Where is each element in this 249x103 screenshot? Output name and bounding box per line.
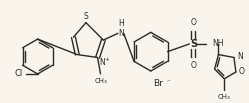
Text: O: O bbox=[239, 67, 245, 77]
Text: CH₃: CH₃ bbox=[95, 78, 108, 84]
Text: N: N bbox=[100, 58, 105, 67]
Text: NH: NH bbox=[213, 39, 224, 48]
Text: O: O bbox=[190, 61, 196, 70]
Text: Cl: Cl bbox=[15, 69, 23, 78]
Text: +: + bbox=[104, 57, 109, 61]
Text: H: H bbox=[118, 19, 124, 28]
Text: O: O bbox=[190, 18, 196, 27]
Text: Br: Br bbox=[154, 79, 163, 88]
Text: ⁻: ⁻ bbox=[166, 80, 170, 86]
Text: N: N bbox=[118, 29, 124, 38]
Text: N: N bbox=[237, 52, 243, 61]
Text: CH₃: CH₃ bbox=[218, 94, 231, 100]
Text: S: S bbox=[84, 12, 88, 21]
Text: S: S bbox=[190, 39, 197, 49]
